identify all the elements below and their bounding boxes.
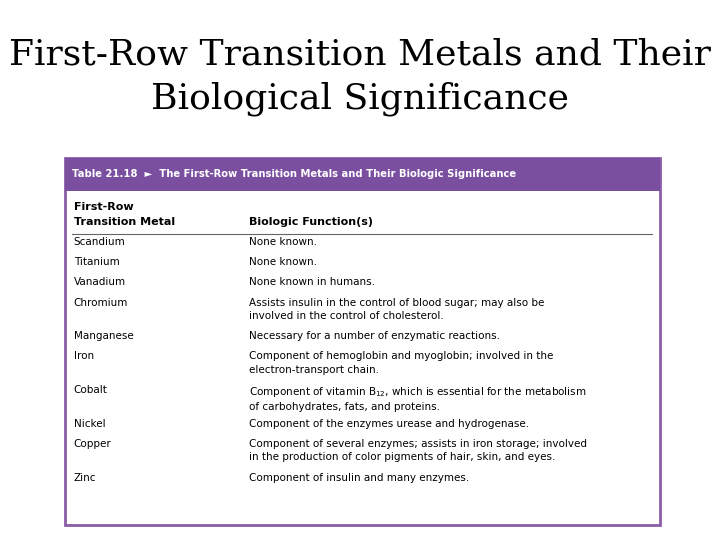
Text: Transition Metal: Transition Metal: [73, 217, 175, 227]
Text: Zinc: Zinc: [73, 473, 96, 483]
Text: First-Row: First-Row: [73, 202, 133, 212]
Text: Iron: Iron: [73, 352, 94, 361]
Text: Component of insulin and many enzymes.: Component of insulin and many enzymes.: [249, 473, 469, 483]
Text: Component of several enzymes; assists in iron storage; involved
in the productio: Component of several enzymes; assists in…: [249, 439, 588, 462]
Text: Biologic Function(s): Biologic Function(s): [249, 217, 373, 227]
Text: Titanium: Titanium: [73, 257, 120, 267]
Text: Component of vitamin B$_{12}$, which is essential for the metabolism
of carbohyd: Component of vitamin B$_{12}$, which is …: [249, 385, 587, 413]
Text: None known in humans.: None known in humans.: [249, 278, 375, 287]
Text: Component of hemoglobin and myoglobin; involved in the
electron-transport chain.: Component of hemoglobin and myoglobin; i…: [249, 352, 554, 375]
Text: Chromium: Chromium: [73, 298, 128, 308]
Text: First-Row Transition Metals and Their
Biological Significance: First-Row Transition Metals and Their Bi…: [9, 38, 711, 116]
Text: None known.: None known.: [249, 257, 318, 267]
Text: Scandium: Scandium: [73, 237, 125, 247]
Text: Copper: Copper: [73, 439, 112, 449]
Text: Nickel: Nickel: [73, 419, 105, 429]
Text: Component of the enzymes urease and hydrogenase.: Component of the enzymes urease and hydr…: [249, 419, 529, 429]
Text: Assists insulin in the control of blood sugar; may also be
involved in the contr: Assists insulin in the control of blood …: [249, 298, 544, 321]
Text: Manganese: Manganese: [73, 332, 133, 341]
Bar: [65, 158, 660, 191]
Text: Necessary for a number of enzymatic reactions.: Necessary for a number of enzymatic reac…: [249, 332, 500, 341]
Text: Table 21.18  ►  The First-Row Transition Metals and Their Biologic Significance: Table 21.18 ► The First-Row Transition M…: [72, 169, 516, 179]
Text: None known.: None known.: [249, 237, 318, 247]
Text: Vanadium: Vanadium: [73, 278, 126, 287]
Text: Cobalt: Cobalt: [73, 385, 107, 395]
